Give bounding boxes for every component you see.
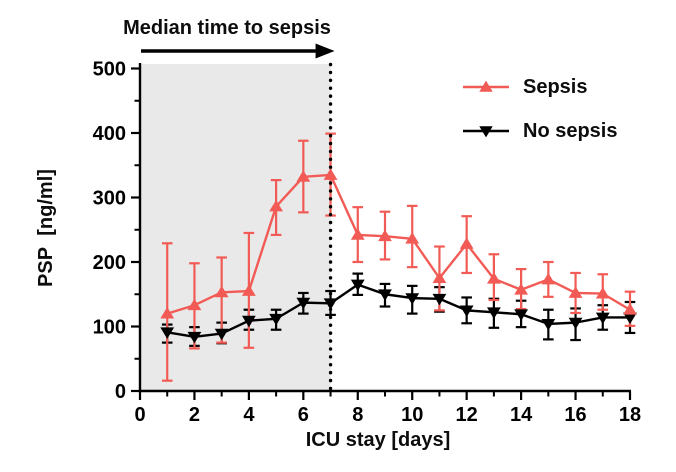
triangle-up-marker: [486, 272, 501, 284]
triangle-down-marker: [405, 293, 420, 305]
triangle-up-marker: [160, 307, 175, 319]
y-tick-label: 300: [93, 188, 126, 210]
sepsis-markers: [160, 168, 637, 319]
x-axis-title: ICU stay [days]: [305, 429, 451, 451]
triangle-up-marker: [514, 283, 529, 295]
triangle-down-marker: [541, 319, 556, 331]
legend-label-no-sepsis: No sepsis: [523, 120, 618, 142]
series-line: [167, 283, 630, 339]
median-time-annotation: Median time to sepsis: [123, 17, 331, 39]
x-tick-label: 10: [401, 404, 423, 426]
no-sepsis-legend-marker-icon: [463, 126, 509, 138]
legend: Sepsis No sepsis: [462, 75, 617, 163]
triangle-up-marker: [623, 303, 637, 315]
y-tick-label: 100: [93, 317, 126, 339]
triangle-up-marker: [459, 237, 474, 249]
triangle-up-marker: [568, 286, 583, 298]
no-sepsis-markers: [160, 279, 637, 344]
triangle-down-marker: [514, 309, 529, 321]
y-axis-title: PSP [ng/ml]: [35, 169, 57, 287]
legend-label-sepsis: Sepsis: [523, 76, 588, 98]
triangle-down-marker: [187, 331, 202, 344]
triangle-up-marker: [187, 298, 202, 311]
axes: 0 100 200 300 400 500 0 2 4 6 8 10 12 14 16 18: [93, 59, 642, 427]
triangle-down-marker: [296, 297, 311, 310]
triangle-down-marker: [568, 317, 583, 330]
triangle-down-marker: [241, 315, 256, 328]
triangle-down-marker: [160, 327, 175, 339]
median-time-arrow-icon: [141, 43, 335, 59]
x-tick-label: 0: [134, 404, 145, 426]
triangle-down-marker: [269, 313, 284, 326]
triangle-down-marker: [323, 298, 338, 310]
triangle-up-marker: [296, 170, 311, 182]
triangle-up-marker: [214, 285, 229, 298]
triangle-down-marker: [459, 305, 474, 317]
triangle-up-marker: [241, 284, 256, 296]
y-tick-label: 0: [115, 381, 126, 403]
triangle-up-marker: [595, 287, 610, 299]
x-tick-label: 8: [352, 404, 363, 426]
x-tick-label: 6: [298, 404, 309, 426]
triangle-down-marker: [623, 312, 637, 325]
legend-item-no-sepsis: No sepsis: [462, 119, 617, 143]
x-tick-label: 4: [243, 404, 255, 426]
triangle-up-marker: [541, 272, 556, 285]
y-tick-label: 200: [93, 252, 126, 274]
x-tick-label: 18: [619, 404, 641, 426]
y-tick-label: 500: [93, 59, 126, 81]
triangle-down-marker: [595, 312, 610, 325]
x-tick-label: 12: [456, 404, 478, 426]
legend-item-sepsis: Sepsis: [462, 75, 617, 99]
triangle-down-marker: [350, 279, 365, 292]
triangle-up-marker: [350, 228, 365, 240]
triangle-up-marker: [269, 199, 284, 212]
y-tick-label: 400: [93, 123, 126, 145]
triangle-up-marker: [405, 232, 420, 244]
x-tick-label: 16: [564, 404, 586, 426]
sepsis-legend-marker-icon: [463, 80, 509, 92]
triangle-up-marker: [432, 271, 447, 284]
triangle-down-marker: [486, 307, 501, 319]
triangle-down-marker: [214, 328, 229, 341]
x-tick-label: 14: [510, 404, 533, 426]
triangle-down-marker: [378, 289, 392, 301]
pre-sepsis-shaded-region: [140, 64, 331, 391]
x-tick-label: 2: [189, 404, 200, 426]
triangle-up-marker: [323, 168, 338, 180]
triangle-down-marker: [432, 293, 447, 306]
triangle-up-marker: [378, 229, 392, 242]
